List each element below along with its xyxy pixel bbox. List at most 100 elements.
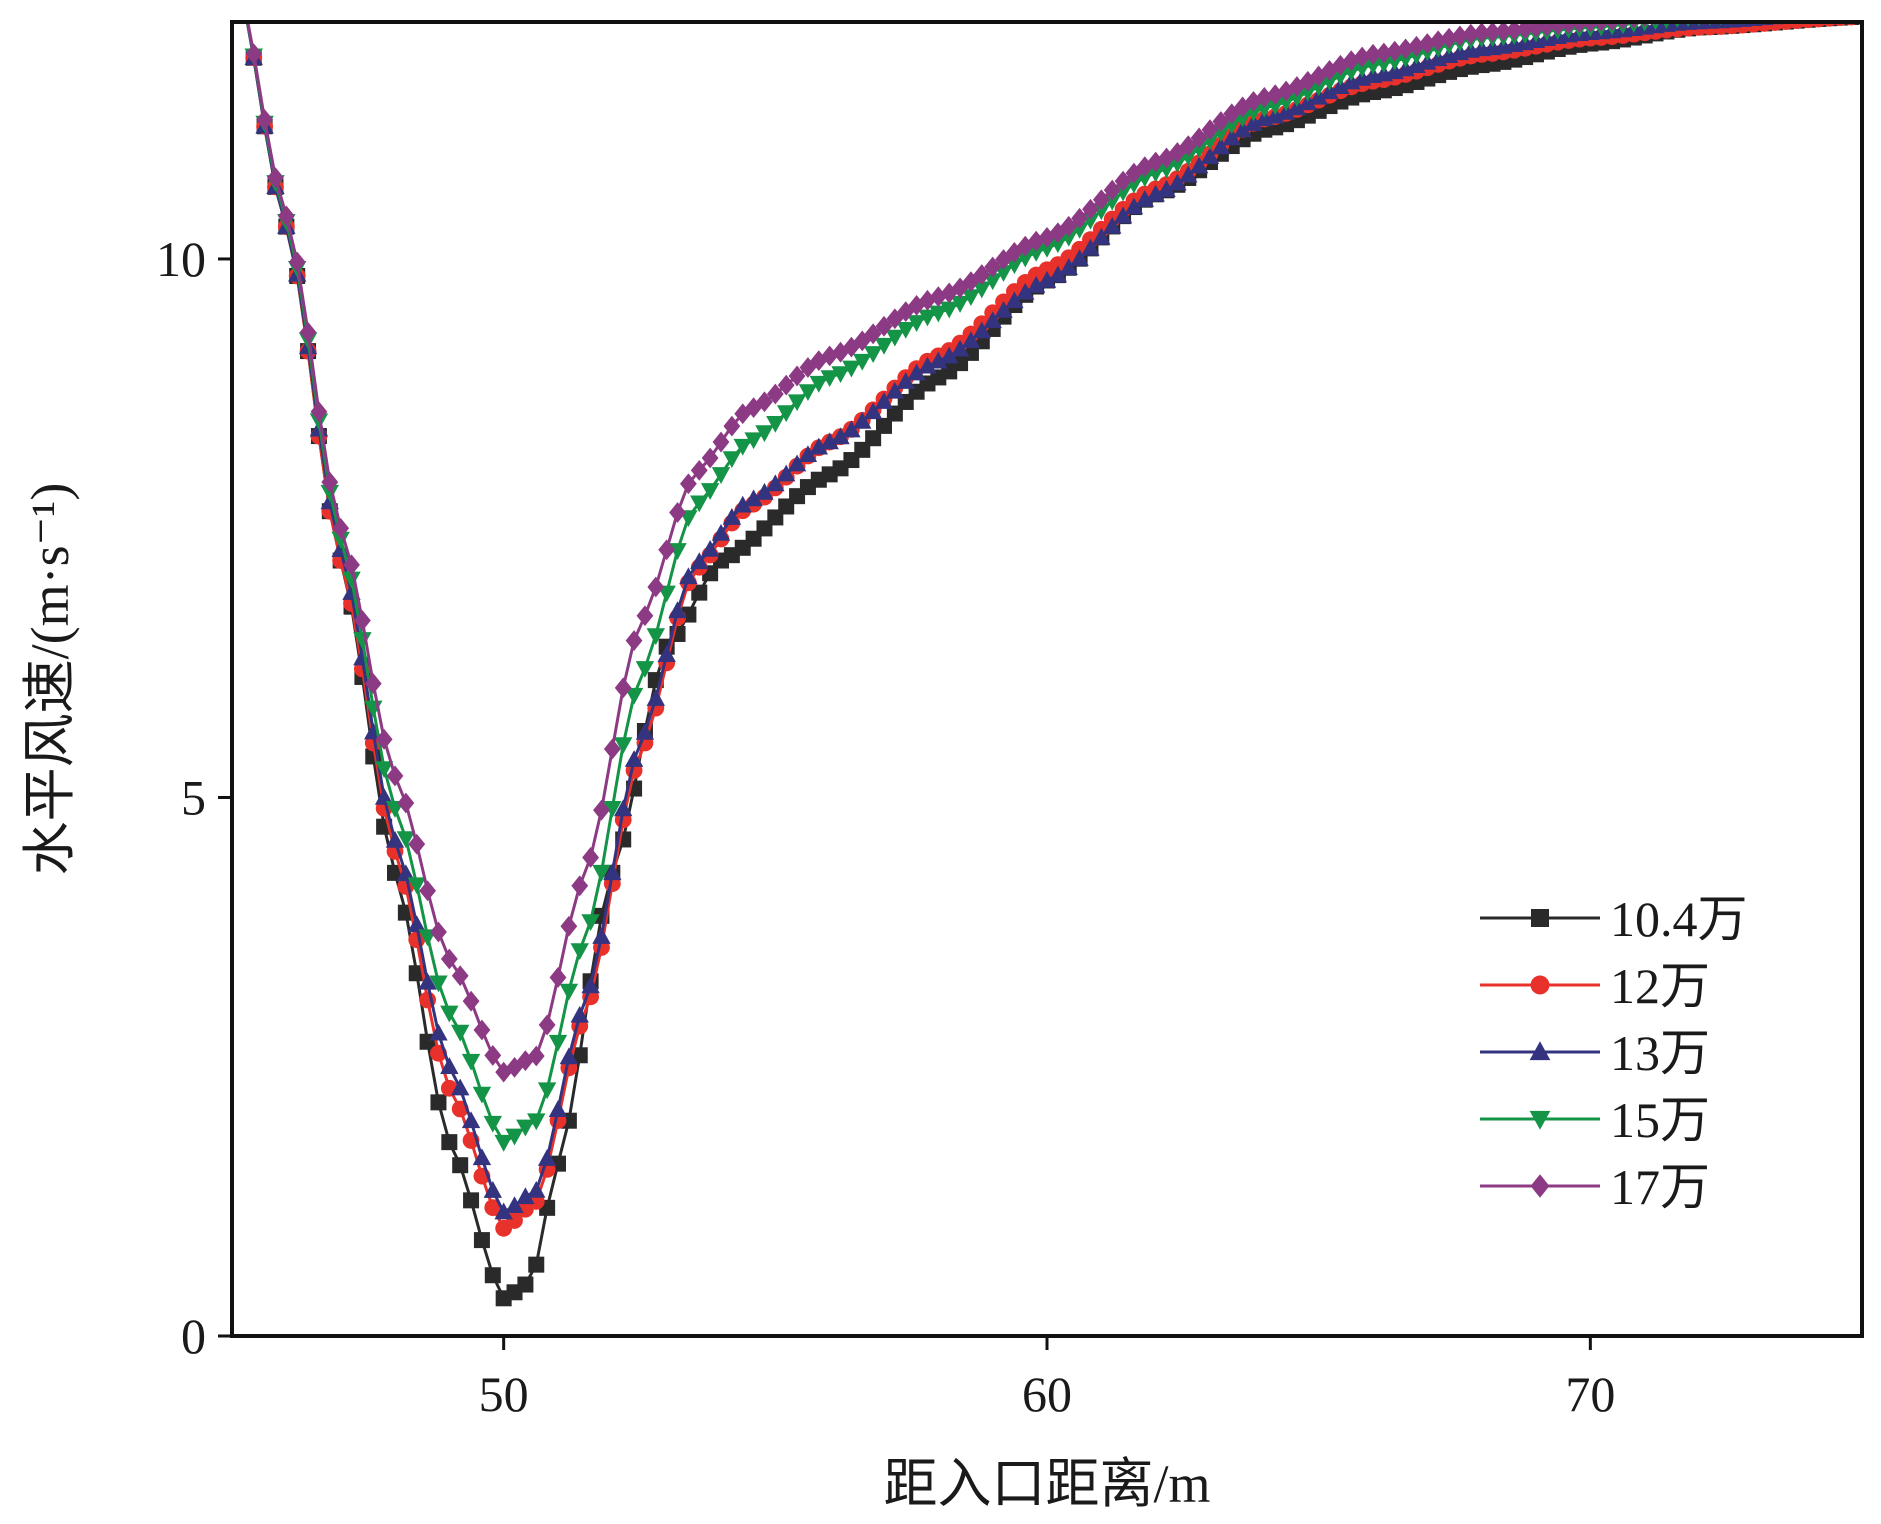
series-marker — [321, 471, 339, 493]
series-marker — [1429, 30, 1447, 52]
series-marker — [1146, 184, 1165, 202]
series-marker — [505, 1196, 524, 1214]
series-marker — [1723, 0, 1740, 20]
series-marker — [972, 321, 991, 339]
series-marker — [1385, 53, 1404, 71]
series-marker — [1734, 0, 1751, 19]
series-marker — [353, 632, 372, 649]
series-marker — [408, 833, 426, 855]
series-marker — [1440, 27, 1458, 49]
series-marker — [1799, 0, 1816, 14]
series-marker — [1222, 128, 1241, 146]
series-marker — [756, 391, 773, 413]
series-marker — [430, 1094, 447, 1111]
series-marker — [1810, 0, 1827, 13]
series-marker — [440, 1005, 459, 1023]
series-marker — [1158, 147, 1175, 169]
series-marker — [777, 374, 795, 396]
series-marker — [876, 417, 892, 434]
series-marker — [907, 363, 926, 381]
series-marker — [452, 1157, 469, 1174]
series-marker — [1363, 57, 1383, 75]
series-marker — [342, 571, 361, 589]
series-marker — [886, 308, 904, 330]
series-marker — [1169, 142, 1186, 163]
series-marker — [908, 294, 925, 316]
series-marker — [1092, 227, 1111, 245]
series-marker — [1103, 179, 1121, 201]
series-marker — [461, 1053, 481, 1071]
series-marker — [603, 863, 622, 881]
series-marker — [570, 1005, 589, 1023]
series-marker — [1560, 22, 1577, 34]
legend-label: 15万 — [1610, 1092, 1710, 1148]
series-marker — [1798, 2, 1816, 19]
series-5 — [245, 0, 1827, 1083]
series-marker — [1081, 238, 1100, 256]
series-marker — [1593, 22, 1610, 32]
series-marker — [614, 799, 633, 817]
legend-marker — [1530, 1174, 1550, 1198]
series-marker — [657, 645, 676, 662]
series-marker — [1266, 98, 1285, 116]
series-marker — [419, 880, 436, 902]
series-marker — [853, 353, 872, 371]
legend-label: 17万 — [1610, 1159, 1710, 1215]
series-marker — [527, 1180, 546, 1198]
series-marker — [885, 329, 905, 347]
series-marker — [1190, 127, 1208, 149]
series-marker — [831, 427, 850, 445]
series-marker — [483, 1181, 502, 1198]
series-marker — [559, 1047, 579, 1065]
series-marker — [1571, 22, 1588, 34]
series-marker — [874, 337, 894, 355]
series-marker — [1244, 114, 1263, 131]
series-marker — [1788, 3, 1806, 20]
series-marker — [831, 366, 850, 384]
legend-marker — [1530, 975, 1550, 995]
series-marker — [1745, 0, 1762, 18]
series-marker — [950, 339, 970, 357]
legend-label: 10.4万 — [1610, 891, 1748, 947]
series-marker — [1332, 54, 1349, 76]
series-marker — [1168, 173, 1187, 191]
series-marker — [1788, 0, 1805, 15]
series-marker — [896, 321, 915, 339]
series-marker — [722, 508, 742, 525]
series-layer — [235, 0, 1862, 1307]
series-marker — [1352, 60, 1372, 78]
series-marker — [1048, 265, 1068, 283]
series-marker — [528, 1256, 545, 1273]
x-axis-label: 距入口距离/m — [883, 1454, 1210, 1514]
y-tick-label: 10 — [156, 231, 206, 287]
series-marker — [332, 517, 350, 539]
series-marker — [918, 309, 937, 327]
series-marker — [625, 630, 643, 651]
series-marker — [494, 1134, 513, 1152]
series-marker — [375, 728, 393, 750]
series-marker — [842, 360, 861, 378]
series-marker — [505, 1128, 524, 1146]
series-marker — [658, 539, 676, 561]
series-marker — [1276, 94, 1296, 112]
series-marker — [441, 1134, 458, 1151]
axes-layer: 50 60 70 0 5 10 — [156, 231, 1615, 1422]
series-marker — [1016, 282, 1035, 300]
series-marker — [603, 738, 621, 760]
series-marker — [787, 394, 807, 412]
series-marker — [592, 927, 611, 944]
series-marker — [288, 251, 306, 273]
series-marker — [1604, 22, 1620, 31]
series-marker — [1255, 100, 1274, 118]
series-marker — [1418, 33, 1436, 54]
series-marker — [235, 0, 251, 5]
series-marker — [1147, 151, 1165, 173]
series-marker — [961, 289, 981, 307]
series-marker — [863, 346, 883, 363]
series-marker — [798, 445, 818, 463]
series-marker — [1375, 42, 1393, 64]
series-marker — [581, 914, 600, 932]
series-marker — [1179, 165, 1198, 183]
series-marker — [549, 967, 567, 988]
series-marker — [462, 990, 480, 1012]
